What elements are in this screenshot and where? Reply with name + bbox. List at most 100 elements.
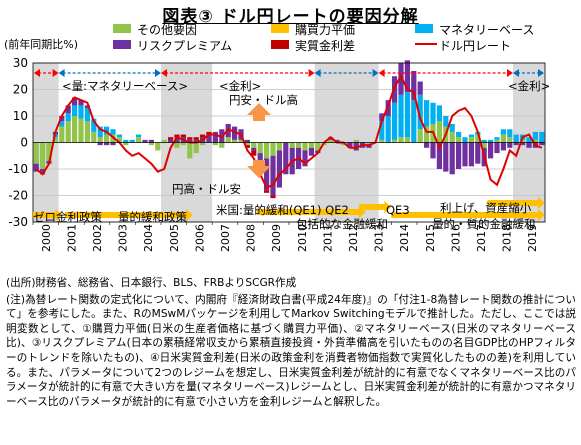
bar-segment	[174, 142, 180, 148]
legend-label: 購買力平価	[295, 23, 355, 37]
policy-arrow	[391, 209, 545, 221]
bar-segment	[353, 139, 359, 143]
regime-arrow-head	[58, 69, 65, 77]
x-tick-label: 2005	[168, 224, 181, 252]
bar-segment	[193, 139, 199, 143]
x-tick-label: 2015	[424, 224, 437, 252]
bar-segment	[155, 142, 161, 151]
bar-segment	[264, 142, 270, 159]
bar-segment	[308, 147, 314, 156]
bar-segment	[257, 153, 263, 167]
regime-arrow-head	[308, 69, 315, 77]
bar-segment	[232, 126, 238, 140]
bar-segment	[148, 142, 154, 146]
bar-segment	[212, 131, 218, 143]
bar-segment	[347, 142, 353, 148]
source-text: (出所)財務省、総務省、日本銀行、BLS、FRBよりSCGR作成	[6, 277, 297, 289]
legend-label: その他要因	[137, 23, 197, 37]
bar-segment	[475, 142, 481, 164]
x-tick-label: 2014	[398, 224, 411, 252]
bar-segment	[283, 142, 289, 175]
bar-segment	[366, 145, 372, 148]
bars	[33, 60, 545, 199]
bar-segment	[500, 134, 506, 143]
y-tick-label: -20	[8, 189, 28, 203]
bar-segment	[500, 129, 506, 135]
bar-segment	[532, 139, 538, 143]
bar-segment	[116, 137, 122, 143]
bar-segment	[385, 116, 391, 143]
regime-arrow-head	[155, 69, 161, 77]
bar-segment	[91, 131, 97, 143]
y-tick-label: 20	[13, 83, 28, 97]
regime-arrow-head	[314, 69, 321, 77]
bar-segment	[187, 137, 193, 140]
bar-segment	[72, 105, 78, 116]
bar-segment	[97, 142, 103, 146]
zero-rate-label: ゼロ金利政策	[33, 210, 102, 224]
bar-segment	[142, 139, 148, 143]
yen-weak-label: 円安・ドル高	[229, 93, 298, 107]
bar-segment	[129, 139, 135, 143]
regime-arrow-head	[507, 69, 513, 77]
x-tick-label: 2000	[40, 224, 53, 252]
bar-segment	[270, 142, 276, 156]
y-tick-label: -30	[8, 215, 28, 229]
bar-segment	[539, 142, 545, 146]
bar-segment	[116, 134, 122, 138]
y-axis-label: (前年同期比%)	[4, 37, 78, 51]
bar-segment	[238, 139, 244, 143]
bar-segment	[494, 142, 500, 154]
bar-segment	[302, 150, 308, 167]
line-layer	[35, 74, 543, 189]
x-tick-label: 2018	[501, 224, 514, 252]
bar-segment	[110, 129, 116, 135]
rate-hike-label: 利上げ、資産縮小	[440, 201, 532, 215]
bar-segment	[379, 113, 385, 122]
legend-label: リスクプレミアム	[137, 39, 232, 53]
x-tick-label: 2003	[117, 224, 130, 252]
bar-segment	[174, 137, 180, 143]
bar-segment	[97, 126, 103, 138]
regime-arrow-head	[34, 69, 40, 77]
bar-segment	[398, 137, 404, 143]
bar-segment	[430, 102, 436, 124]
bar-segment	[40, 142, 46, 169]
bar-segment	[33, 142, 39, 164]
x-tick-label: 2009	[270, 224, 283, 252]
bar-segment	[187, 142, 193, 159]
bar-segment	[174, 134, 180, 138]
bar-segment	[334, 139, 340, 143]
bar-segment	[78, 105, 84, 119]
bar-segment	[264, 190, 270, 193]
x-tick-label: 2017	[475, 224, 488, 252]
bar-segment	[168, 139, 174, 143]
bar-segment	[206, 134, 212, 143]
regime-arrow-head	[52, 69, 59, 77]
bar-segment	[65, 113, 71, 122]
x-tick-label: 2002	[91, 224, 104, 252]
bar-segment	[276, 142, 282, 151]
bar-segment	[468, 142, 474, 167]
bar-segment	[123, 142, 129, 146]
bar-segment	[366, 142, 372, 146]
bar-segment	[539, 131, 545, 143]
bar-segment	[244, 142, 250, 146]
bar-segment	[481, 142, 487, 148]
bar-segment	[180, 134, 186, 138]
bar-segment	[456, 137, 462, 143]
bar-segment	[251, 150, 257, 156]
regime-label-kinri-right: <金利>	[508, 79, 550, 93]
bar-segment	[232, 139, 238, 143]
bar-segment	[84, 105, 90, 109]
bar-segment	[449, 142, 455, 175]
regime-arrow-head	[378, 69, 385, 77]
policy-arrow	[33, 209, 63, 221]
legend-swatch	[113, 24, 131, 33]
x-tick-label: 2019	[526, 224, 539, 252]
bar-segment	[526, 137, 532, 143]
bar-segment	[33, 163, 39, 172]
regime-arrow-head	[372, 69, 379, 77]
y-tick-label: 10	[13, 109, 28, 123]
bar-segment	[206, 131, 212, 135]
